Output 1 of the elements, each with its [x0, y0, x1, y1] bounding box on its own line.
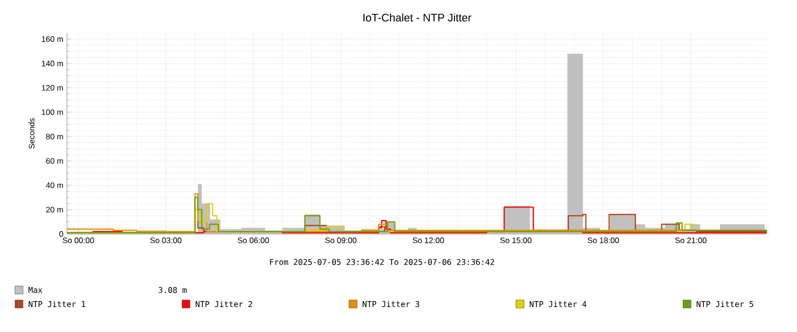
chart-title: IoT-Chalet - NTP Jitter — [364, 13, 472, 22]
